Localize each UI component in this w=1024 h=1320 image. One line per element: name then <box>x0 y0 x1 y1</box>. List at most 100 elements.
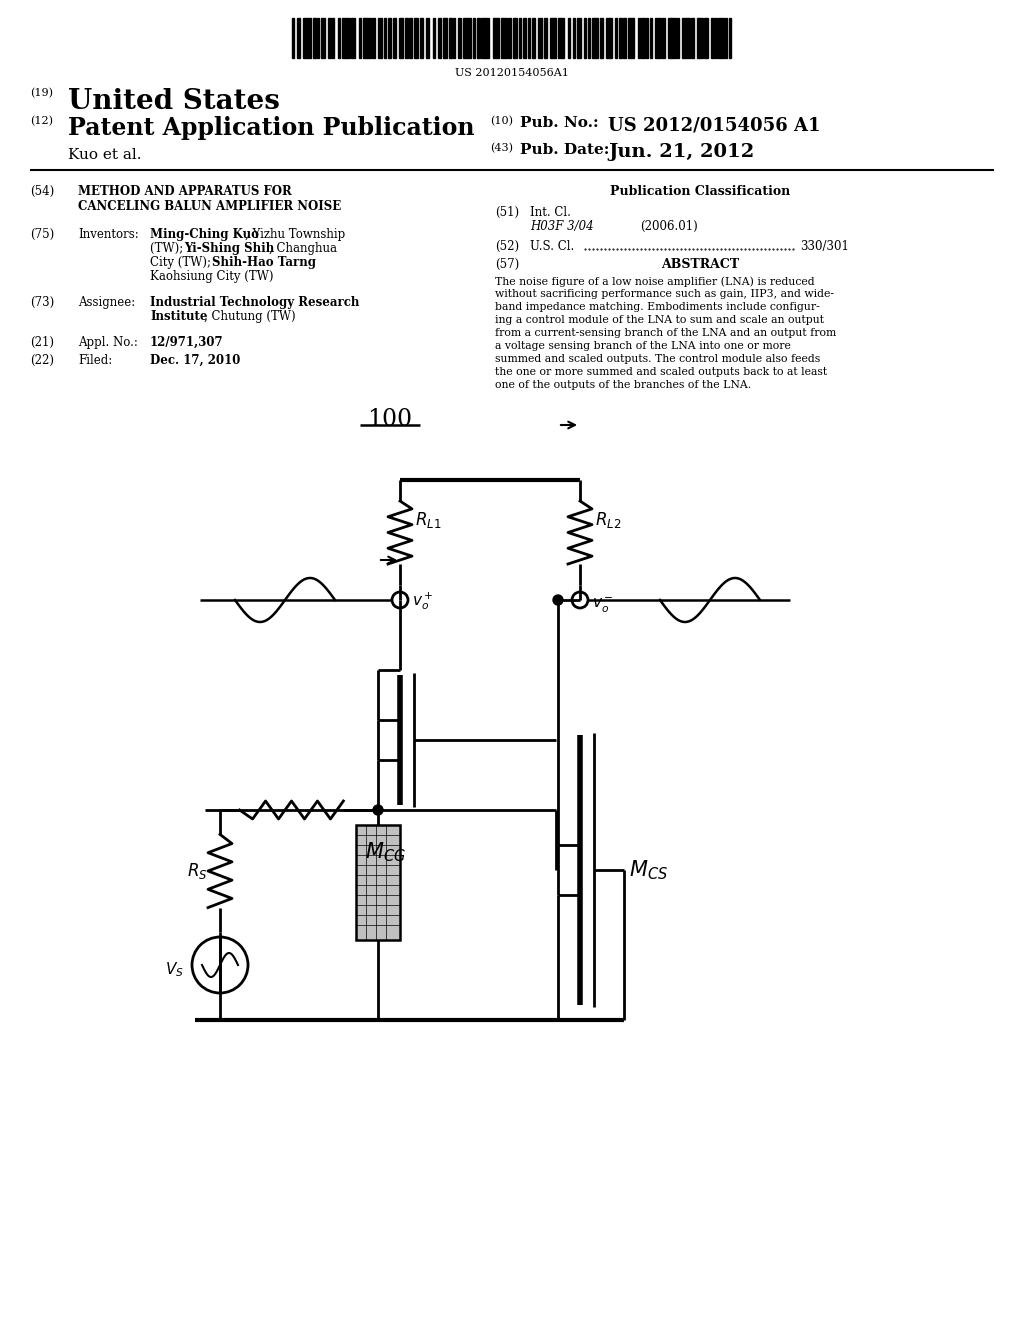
Bar <box>523 18 526 58</box>
Bar <box>711 18 714 58</box>
Text: 12/971,307: 12/971,307 <box>150 337 223 348</box>
Text: $v_o^-$: $v_o^-$ <box>592 595 613 614</box>
Bar <box>359 18 361 58</box>
Bar <box>588 18 590 58</box>
Bar <box>297 18 300 58</box>
Bar <box>481 18 489 58</box>
Text: (73): (73) <box>30 296 54 309</box>
Text: U.S. Cl.: U.S. Cl. <box>530 240 574 253</box>
Bar <box>362 18 371 58</box>
Text: Appl. No.:: Appl. No.: <box>78 337 138 348</box>
Text: (21): (21) <box>30 337 54 348</box>
Bar <box>592 18 598 58</box>
Text: Kuo et al.: Kuo et al. <box>68 148 141 162</box>
Text: 330/301: 330/301 <box>800 240 849 253</box>
Bar <box>577 18 581 58</box>
Text: , Yizhu Township: , Yizhu Township <box>245 228 345 242</box>
Bar <box>393 18 396 58</box>
Bar <box>655 18 662 58</box>
Bar <box>718 18 724 58</box>
Bar <box>420 18 423 58</box>
Text: $R_{L2}$: $R_{L2}$ <box>595 510 622 531</box>
Bar <box>668 18 676 58</box>
Bar <box>414 18 418 58</box>
Text: band impedance matching. Embodiments include configur-: band impedance matching. Embodiments inc… <box>495 302 820 312</box>
Text: Publication Classification: Publication Classification <box>610 185 791 198</box>
Circle shape <box>553 595 563 605</box>
Bar <box>650 18 652 58</box>
Bar <box>342 18 350 58</box>
Text: $V_S$: $V_S$ <box>165 961 184 979</box>
Bar <box>399 18 403 58</box>
Text: , Changhua: , Changhua <box>269 242 337 255</box>
Text: Int. Cl.: Int. Cl. <box>530 206 570 219</box>
Bar <box>725 18 727 58</box>
Bar <box>443 18 447 58</box>
Text: Inventors:: Inventors: <box>78 228 138 242</box>
Bar <box>493 18 499 58</box>
Bar <box>715 18 717 58</box>
Bar <box>568 18 570 58</box>
Text: Assignee:: Assignee: <box>78 296 135 309</box>
Bar <box>628 18 634 58</box>
Text: City (TW);: City (TW); <box>150 256 215 269</box>
Text: (22): (22) <box>30 354 54 367</box>
Text: 100: 100 <box>368 408 413 432</box>
Bar <box>453 18 455 58</box>
Circle shape <box>373 805 383 814</box>
Bar <box>351 18 355 58</box>
Text: METHOD AND APPARATUS FOR: METHOD AND APPARATUS FOR <box>78 185 292 198</box>
Text: Patent Application Publication: Patent Application Publication <box>68 116 474 140</box>
Bar <box>313 18 316 58</box>
Bar <box>463 18 471 58</box>
Bar <box>538 18 542 58</box>
Bar <box>501 18 507 58</box>
Text: Shih-Hao Tarng: Shih-Hao Tarng <box>212 256 316 269</box>
Bar <box>477 18 480 58</box>
Text: from a current-sensing branch of the LNA and an output from: from a current-sensing branch of the LNA… <box>495 327 837 338</box>
Text: The noise figure of a low noise amplifier (LNA) is reduced: The noise figure of a low noise amplifie… <box>495 276 815 286</box>
Text: (51): (51) <box>495 206 519 219</box>
Text: CANCELING BALUN AMPLIFIER NOISE: CANCELING BALUN AMPLIFIER NOISE <box>78 201 341 213</box>
Bar <box>558 18 564 58</box>
Text: (12): (12) <box>30 116 53 127</box>
Bar <box>458 18 461 58</box>
Text: Yi-Shing Shih: Yi-Shing Shih <box>184 242 274 255</box>
Bar <box>321 18 325 58</box>
Text: (57): (57) <box>495 257 519 271</box>
Bar <box>550 18 556 58</box>
Bar <box>697 18 703 58</box>
Bar <box>438 18 441 58</box>
Bar <box>409 18 412 58</box>
Bar <box>292 18 294 58</box>
Text: ing a control module of the LNA to sum and scale an output: ing a control module of the LNA to sum a… <box>495 315 824 325</box>
Bar <box>705 18 708 58</box>
Bar <box>662 18 665 58</box>
Bar <box>449 18 452 58</box>
Bar <box>729 18 731 58</box>
Bar <box>473 18 475 58</box>
Text: without sacrificing performance such as gain, IIP3, and wide-: without sacrificing performance such as … <box>495 289 834 300</box>
Text: (43): (43) <box>490 143 513 153</box>
Bar <box>378 18 382 58</box>
Bar <box>677 18 679 58</box>
Text: (75): (75) <box>30 228 54 242</box>
Text: US 2012/0154056 A1: US 2012/0154056 A1 <box>608 116 820 135</box>
Bar <box>691 18 694 58</box>
Text: (2006.01): (2006.01) <box>640 220 697 234</box>
Bar <box>573 18 575 58</box>
Bar <box>384 18 386 58</box>
Text: one of the outputs of the branches of the LNA.: one of the outputs of the branches of th… <box>495 380 752 389</box>
Bar <box>513 18 517 58</box>
Text: H03F 3/04: H03F 3/04 <box>530 220 594 234</box>
Text: Pub. No.:: Pub. No.: <box>520 116 599 129</box>
Bar <box>641 18 645 58</box>
Bar <box>606 18 612 58</box>
Bar <box>303 18 311 58</box>
Text: Filed:: Filed: <box>78 354 113 367</box>
Bar <box>508 18 511 58</box>
Bar <box>646 18 648 58</box>
Text: $M_{CG}$: $M_{CG}$ <box>365 840 406 863</box>
Text: (10): (10) <box>490 116 513 127</box>
Bar <box>317 18 319 58</box>
